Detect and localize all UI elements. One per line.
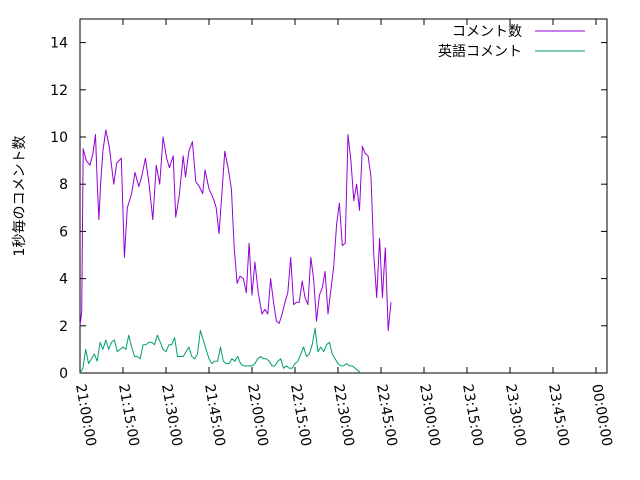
y-tick-label: 6	[59, 224, 68, 240]
x-tick-label: 21:30:00	[158, 383, 185, 448]
y-tick-label: 4	[59, 272, 68, 288]
y-tick-label: 10	[50, 130, 68, 146]
series-line-0	[79, 129, 392, 331]
y-axis-label: 1秒毎のコメント数	[12, 136, 28, 257]
x-tick-label: 22:15:00	[287, 383, 314, 448]
x-axis: 21:00:00 21:15:00 21:30:00 21:45:00 22:00:00…	[72, 19, 615, 448]
plot-frame	[79, 18, 608, 374]
x-tick-label: 21:15:00	[115, 383, 142, 448]
y-tick-label: 2	[59, 319, 68, 335]
x-tick-label: 23:45:00	[545, 383, 572, 448]
legend-label-comment-count: コメント数	[452, 24, 522, 40]
y-tick-label: 12	[50, 83, 68, 99]
x-tick-label: 23:00:00	[416, 383, 443, 448]
y-axis: 0 2 4 6 8 10 12 14	[50, 36, 607, 382]
x-tick-label: 22:30:00	[330, 383, 357, 448]
x-tick-label: 23:15:00	[459, 383, 486, 448]
y-tick-label: 8	[59, 177, 68, 193]
x-tick-label: 22:00:00	[244, 383, 271, 448]
series-line-1	[79, 327, 362, 374]
x-tick-label: 22:45:00	[373, 383, 400, 448]
legend-label-english-comment: 英語コメント	[438, 43, 522, 60]
x-tick-label: 21:45:00	[201, 383, 228, 448]
x-tick-label: 23:30:00	[502, 383, 529, 448]
x-tick-label: 00:00:00	[588, 383, 615, 448]
x-tick-label: 21:00:00	[72, 383, 99, 448]
series-layer	[79, 129, 392, 374]
legend: コメント数 英語コメント	[438, 24, 585, 60]
y-tick-label: 0	[59, 366, 68, 382]
y-tick-label: 14	[50, 36, 68, 52]
